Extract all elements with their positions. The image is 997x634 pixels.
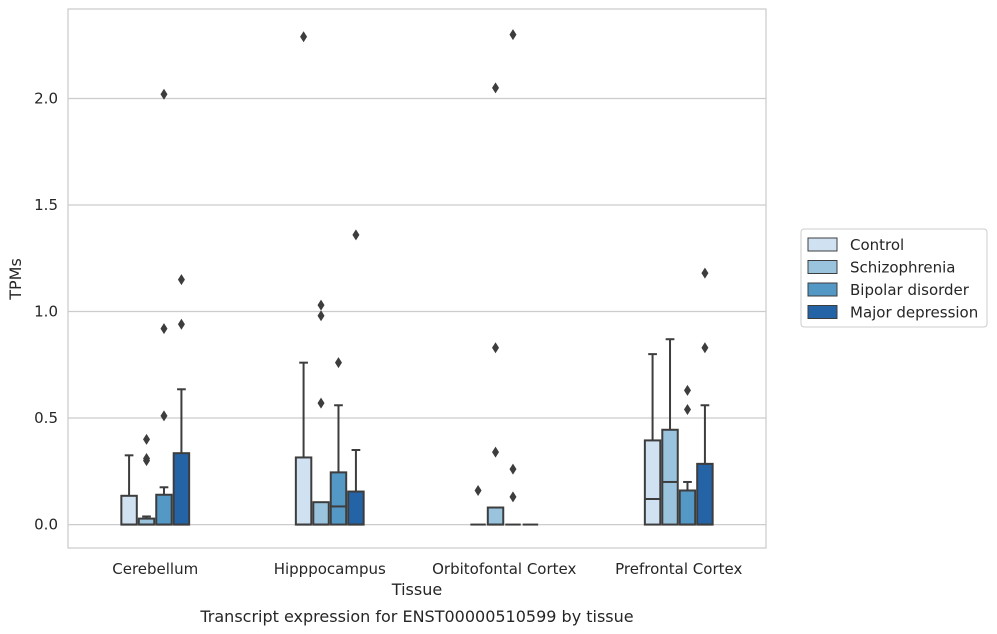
outlier-point [160, 323, 168, 335]
x-tick-label: Orbitofontal Cortex [432, 560, 576, 578]
outlier-point [701, 267, 709, 279]
y-tick-label: 0.5 [34, 409, 58, 427]
box [312, 501, 330, 526]
box [643, 439, 662, 526]
box-group [120, 454, 138, 526]
outlier-point [492, 342, 500, 354]
x-tick-label: Hipppocampus [274, 560, 386, 578]
outlier-point [143, 453, 151, 465]
legend: Control Schizophrenia Bipolar disorder Majo… [800, 228, 988, 328]
boxes-layer [120, 29, 714, 526]
box-group [347, 229, 365, 526]
box [120, 494, 138, 526]
outlier-point [177, 318, 185, 330]
outlier-point [317, 299, 325, 311]
box [172, 452, 191, 526]
plot-frame [67, 8, 767, 549]
box-group [678, 384, 697, 526]
outlier-point [334, 357, 342, 369]
y-tick-label: 1.0 [34, 303, 58, 321]
y-tick-label: 0.0 [34, 516, 58, 534]
box [661, 428, 679, 526]
outlier-point [300, 31, 308, 43]
box-group [155, 88, 173, 526]
box [294, 456, 313, 526]
outlier-point [701, 342, 709, 354]
box [329, 471, 348, 526]
legend-label: Control [850, 236, 904, 254]
outlier-point [492, 446, 500, 458]
legend-swatch [807, 260, 838, 274]
legend-label: Major depression [850, 304, 978, 322]
box-group [470, 484, 486, 526]
box-group [661, 338, 679, 526]
outlier-point [509, 491, 517, 503]
outlier-point [509, 463, 517, 475]
x-tick-label: Cerebellum [112, 560, 198, 578]
box [347, 490, 365, 526]
outlier-point [160, 88, 168, 100]
box [678, 489, 697, 526]
outlier-point [160, 410, 168, 422]
outlier-point [317, 310, 325, 322]
box-group [486, 82, 505, 526]
box-group [137, 433, 156, 526]
y-tick-label: 2.0 [34, 89, 58, 107]
tick-labels: 0.0 0.5 1.0 1.5 2.0 Cerebellum Hipppocampus Orb… [34, 89, 742, 578]
y-tick-label: 1.5 [34, 196, 58, 214]
box-group [505, 29, 521, 526]
outlier-point [683, 404, 691, 416]
outlier-point [509, 29, 517, 41]
box-group [696, 267, 714, 526]
box [155, 493, 173, 526]
x-axis-label: Tissue [391, 580, 442, 599]
legend-frame [800, 228, 988, 328]
x-tick-label: Prefrontal Cortex [615, 560, 742, 578]
box [486, 506, 505, 526]
outlier-point [474, 484, 482, 496]
y-axis-label: TPMs [6, 258, 25, 301]
legend-label: Bipolar disorder [850, 281, 970, 299]
box-group [312, 299, 330, 526]
outlier-point [683, 384, 691, 396]
outlier-point [317, 397, 325, 409]
box-group [329, 357, 348, 526]
box-group [294, 31, 313, 526]
chart-caption: Transcript expression for ENST0000051059… [199, 607, 633, 626]
legend-swatch [807, 282, 838, 297]
outlier-point [492, 82, 500, 94]
box [696, 462, 714, 526]
box-group [643, 353, 662, 526]
outlier-point [352, 229, 360, 241]
box-group [172, 274, 191, 526]
outlier-point [143, 433, 151, 445]
legend-swatch [807, 305, 838, 319]
legend-swatch [807, 237, 838, 252]
legend-label: Schizophrenia [850, 259, 955, 277]
outlier-point [177, 274, 185, 286]
